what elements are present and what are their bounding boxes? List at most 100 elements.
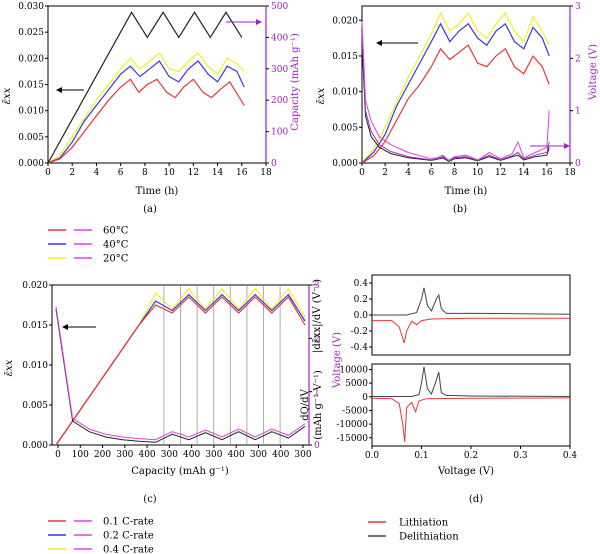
panel-b-y2-tick-label: 2: [575, 54, 581, 64]
panel-c-x-tick-label: 400: [272, 450, 289, 460]
panel-d-bottom-y-tick-label: 0: [362, 393, 368, 403]
panel-b-y2label: Voltage (V): [588, 44, 599, 101]
panel-b-y-tick-label: 0.010: [332, 88, 358, 98]
panel-b-left-arrow: [376, 40, 418, 46]
panel-a-y2-tick-label: 100: [271, 128, 288, 138]
panel-a-x-tick-label: 4: [94, 168, 100, 178]
panel-b-right-arrow: [530, 143, 570, 149]
temperature-legend: 60°C 40°C 20°C: [48, 226, 129, 265]
panel-d-bottom-y-tick-label: -5000: [342, 406, 368, 416]
panel-b-ylabel: ε̄xx: [316, 87, 327, 104]
panel-b: 0 2 4 6 8 10 12 14 16 180.0000.0050.0100.0150.020…: [316, 2, 599, 215]
panel-a-x-tick-label: 16: [236, 168, 248, 178]
panel-a-x-tick-label: 8: [142, 168, 148, 178]
panel-b-voltage-line: [361, 42, 550, 162]
panel-b-voltage-line: [361, 32, 550, 162]
panel-a-right-arrow: [226, 19, 262, 25]
panel-b-x-tick-label: 18: [564, 168, 576, 178]
panel-d-ylabel-top: |dε̄xx|/dV (V⁻¹): [312, 279, 323, 353]
panel-c-y2-tick-label: 1: [314, 388, 320, 398]
panel-a-y-tick-label: 0.005: [18, 133, 44, 143]
panel-b-strain-line: [361, 11, 550, 164]
panel-c-y2-tick-label: 0: [314, 441, 320, 451]
panel-a-x-tick-label: 12: [188, 168, 199, 178]
panel-c-voltage-line: [55, 306, 306, 441]
panel-a-y2-tick-label: 500: [271, 2, 288, 12]
panel-a-y-tick-label: 0.025: [18, 28, 44, 38]
panel-a-strain-line: [47, 78, 245, 164]
panel-a-xlabel: Time (h): [136, 186, 179, 197]
panel-b-y2-tick-label: 1: [575, 107, 581, 117]
panel-c-x-tick-label: 300: [161, 450, 178, 460]
panel-c-y2-tick-label: 2: [314, 334, 320, 344]
panel-b-x-tick-label: 6: [428, 168, 434, 178]
panel-a-caption: (a): [143, 204, 157, 215]
panel-d-bottom-y-tick-label: 10000: [339, 365, 368, 375]
panel-a-strain-line: [47, 52, 245, 164]
panel-a-frame: [47, 5, 267, 164]
panel-d-x-tick-label: 0.3: [513, 451, 528, 461]
panel-a-y2label: Capacity (mAh g⁻¹): [290, 33, 301, 131]
panel-c: 0 100 200 300 400 300 400 300 400 300 400 300 0.000 0…: [4, 281, 343, 505]
panel-a-y-tick-label: 0.000: [18, 159, 44, 169]
legend-label: 60°C: [103, 226, 129, 237]
panel-b-x-tick-label: 12: [495, 168, 506, 178]
legend-label: 0.4 C-rate: [103, 545, 154, 554]
panel-c-y-tick-label: 0.010: [22, 361, 48, 371]
panel-c-xlabel: Capacity (mAh g⁻¹): [131, 466, 229, 477]
panel-b-x-tick-label: 8: [452, 168, 458, 178]
panel-a-x-tick-label: 18: [260, 168, 272, 178]
panel-d-top-y-tick-label: -0.2: [351, 327, 368, 337]
panel-c-left-arrow: [62, 324, 96, 330]
panel-d-bottom-delithiation-line: [372, 366, 571, 397]
panel-c-x-tick-label: 400: [138, 450, 155, 460]
panel-c-caption: (c): [143, 494, 157, 505]
panel-a-x-tick-label: 2: [69, 168, 75, 178]
panel-a-capacity-line: [47, 11, 243, 164]
panel-d-x-tick-label: 0.2: [464, 451, 478, 461]
panel-a-y-tick-label: 0.020: [18, 54, 44, 64]
panel-a-x-tick-label: 0: [45, 168, 51, 178]
panel-a-y2-tick-label: 400: [271, 33, 288, 43]
panel-b-y-tick-label: 0.015: [332, 52, 358, 62]
panel-c-y-tick-label: 0.015: [22, 321, 48, 331]
panel-a-left-arrow: [56, 87, 84, 93]
panel-d-x-tick-label: 0.4: [563, 451, 578, 461]
legend-label: 40°C: [103, 240, 129, 251]
panel-d-top-y-tick-label: 0.2: [354, 295, 368, 305]
panel-d-xlabel: Voltage (V): [437, 466, 494, 477]
panel-b-x-tick-label: 0: [359, 168, 365, 178]
panel-a-x-tick-label: 14: [212, 168, 224, 178]
panel-c-x-tick-label: 400: [228, 450, 245, 460]
panel-c-y-tick-label: 0.020: [22, 281, 48, 291]
panel-d-top-y-tick-label: -0.4: [351, 343, 369, 353]
legend-label: 0.1 C-rate: [103, 517, 154, 528]
panel-c-x-tick-label: 0: [55, 450, 61, 460]
panel-c-y-tick-label: 0.005: [22, 401, 48, 411]
panel-a-y-tick-label: 0.010: [18, 107, 44, 117]
crate-legend: 0.1 C-rate 0.2 C-rate 0.4 C-rate: [48, 517, 154, 554]
legend-label: 0.2 C-rate: [103, 531, 154, 542]
panel-c-x-tick-label: 300: [116, 450, 133, 460]
panel-b-y2-tick-label: 0: [575, 159, 581, 169]
panel-a-x-tick-label: 6: [118, 168, 124, 178]
panel-d: 0.0 0.1 0.2 0.3 0.4 -0.4 -0.2 0.0 0.2 0.4 10000 500…: [300, 274, 578, 505]
panel-b-x-tick-label: 2: [382, 168, 388, 178]
panel-b-x-tick-label: 16: [541, 168, 553, 178]
panel-c-strain-line: [55, 296, 306, 446]
panel-c-x-tick-label: 200: [94, 450, 111, 460]
panel-d-x-tick-label: 0.1: [414, 451, 428, 461]
panel-c-ylabel: ε̄xx: [4, 359, 15, 376]
panel-d-bottom-y-tick-label: -15000: [336, 434, 368, 444]
panel-a: 0 2 4 6 8 10 12 14 16 18 0.000 0.005 0.010 0.015 0.020…: [2, 2, 301, 215]
panel-d-top-lithiation-line: [372, 317, 570, 344]
panel-a-y-tick-label: 0.015: [18, 81, 44, 91]
panel-b-x-tick-label: 14: [518, 168, 530, 178]
panel-d-bottom-frame: [371, 363, 571, 447]
panel-b-caption: (b): [453, 204, 467, 215]
panel-c-x-tick-label: 100: [72, 450, 89, 460]
panel-b-y2-tick-label: 3: [575, 2, 581, 12]
panel-a-y2-tick-label: 0: [271, 159, 277, 169]
panel-b-x-tick-label: 10: [472, 168, 484, 178]
